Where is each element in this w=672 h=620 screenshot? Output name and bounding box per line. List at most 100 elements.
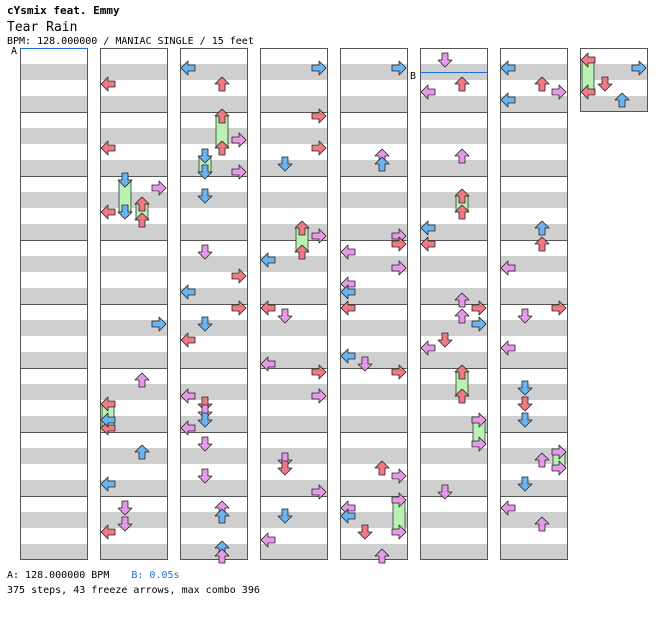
step-arrow [197, 316, 213, 332]
step-arrow [551, 460, 567, 476]
beat-stripe [20, 448, 88, 464]
beat-stripe [500, 64, 568, 80]
beat-stripe [260, 224, 328, 240]
beat-stripe [500, 96, 568, 112]
chart-column [180, 48, 248, 560]
arrow-shape [197, 436, 213, 452]
chart-info: BPM: 128.000000 / MANIAC SINGLE / 15 fee… [7, 36, 254, 47]
step-arrow [231, 164, 247, 180]
arrow-shape [214, 108, 230, 124]
step-arrow [420, 236, 436, 252]
column-notes [100, 76, 167, 540]
beat-stripe [580, 64, 648, 80]
beat-stripe [260, 96, 328, 112]
arrow-shape [534, 220, 550, 236]
arrow-shape [454, 292, 470, 308]
step-arrow [340, 508, 356, 524]
step-arrow [500, 260, 516, 276]
beat-stripe [100, 192, 168, 208]
beat-stripe [180, 352, 248, 368]
arrow-shape [100, 140, 116, 156]
step-arrow [197, 188, 213, 204]
step-arrow [197, 412, 213, 428]
arrow-shape [260, 356, 276, 372]
chart-column [20, 48, 88, 560]
arrow-shape [534, 516, 550, 532]
step-arrow [471, 436, 487, 452]
beat-stripe [500, 192, 568, 208]
beat-stripe [420, 192, 488, 208]
arrow-shape [260, 252, 276, 268]
step-arrow [180, 60, 196, 76]
arrow-shape [471, 436, 487, 452]
step-arrow [580, 52, 596, 68]
song-title: Tear Rain [7, 20, 78, 35]
step-arrow [534, 220, 550, 236]
step-arrow [311, 60, 327, 76]
step-arrow [551, 84, 567, 100]
beat-stripe [180, 96, 248, 112]
arrow-shape [214, 548, 230, 564]
beat-stripe [340, 352, 408, 368]
chart-column [100, 48, 168, 560]
beat-stripe [260, 416, 328, 432]
beat-stripe [420, 288, 488, 304]
beat-stripe [20, 224, 88, 240]
beat-stripe [500, 128, 568, 144]
arrow-shape [231, 300, 247, 316]
step-arrow [311, 484, 327, 500]
beat-stripe [340, 384, 408, 400]
arrow-shape [260, 300, 276, 316]
arrow-shape [260, 532, 276, 548]
arrow-shape [420, 220, 436, 236]
arrow-shape [391, 260, 407, 276]
column-border [340, 48, 408, 560]
beat-stripe [20, 192, 88, 208]
step-arrow [454, 204, 470, 220]
step-arrow [117, 516, 133, 532]
beat-stripe [180, 416, 248, 432]
step-arrow [340, 244, 356, 260]
beat-stripe [20, 256, 88, 272]
arrow-shape [214, 76, 230, 92]
beat-stripe [580, 96, 648, 112]
step-arrow [294, 244, 310, 260]
step-arrow [374, 156, 390, 172]
arrow-shape [100, 476, 116, 492]
arrow-shape [197, 244, 213, 260]
bpm-marker-a: A [11, 46, 18, 57]
beat-stripe [260, 320, 328, 336]
step-arrow [214, 108, 230, 124]
step-arrow [214, 508, 230, 524]
stop-legend: B: 0.05s [131, 570, 180, 581]
beat-stripe [340, 320, 408, 336]
arrow-shape [231, 164, 247, 180]
beat-stripe [420, 512, 488, 528]
step-arrow [214, 140, 230, 156]
beat-stripe [20, 352, 88, 368]
arrow-shape [100, 396, 116, 412]
arrow-shape [151, 316, 167, 332]
step-arrow [471, 316, 487, 332]
step-arrow [517, 308, 533, 324]
arrow-shape [500, 92, 516, 108]
beat-stripe [100, 224, 168, 240]
arrow-shape [340, 300, 356, 316]
beat-stripe [420, 352, 488, 368]
arrow-shape [454, 388, 470, 404]
beat-stripe [100, 384, 168, 400]
step-arrow [311, 108, 327, 124]
step-arrow [391, 260, 407, 276]
arrow-shape [134, 372, 150, 388]
arrow-shape [580, 52, 596, 68]
step-arrow [180, 420, 196, 436]
arrow-shape [311, 484, 327, 500]
arrow-shape [100, 524, 116, 540]
step-arrow [117, 172, 133, 188]
step-arrow [471, 412, 487, 428]
step-arrow [214, 76, 230, 92]
beat-stripe [20, 320, 88, 336]
step-arrow [151, 316, 167, 332]
step-arrow [551, 300, 567, 316]
beat-stripe [20, 512, 88, 528]
